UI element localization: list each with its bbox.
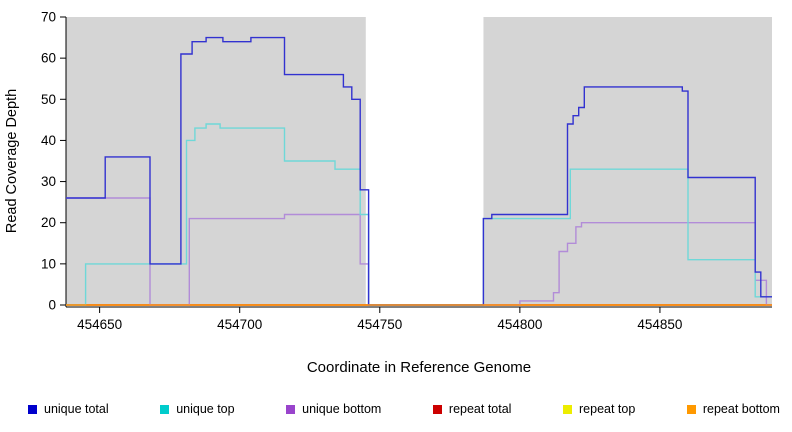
x-axis-title: Coordinate in Reference Genome: [307, 359, 531, 376]
series-unique-total: [66, 36, 772, 306]
x-tick-label: 454800: [497, 317, 542, 332]
legend-swatch: [432, 404, 442, 414]
legend-swatch: [686, 404, 696, 414]
series-unique-bottom: [66, 197, 772, 306]
x-tick-label: 454750: [357, 317, 402, 332]
y-tick-label: 40: [41, 133, 56, 148]
legend-label: unique top: [176, 402, 235, 416]
legend-item-repeat-top: repeat top: [563, 402, 635, 416]
legend-item-repeat-total: repeat total: [432, 402, 512, 416]
y-tick-label: 0: [48, 298, 56, 313]
chart-plot-area: 0 10 20 30 40 50 60 70 454650 454700 454750 454800 4…: [41, 10, 772, 332]
y-tick-label: 10: [41, 256, 56, 271]
legend-swatch: [160, 404, 170, 414]
legend-label: unique bottom: [302, 402, 382, 416]
shaded-region: [483, 17, 772, 305]
x-tick-label: 454700: [217, 317, 262, 332]
coverage-chart: 0 10 20 30 40 50 60 70 454650 454700 454750 454800 4…: [4, 10, 772, 376]
legend-label: repeat total: [448, 402, 512, 416]
chart-legend: unique total unique top unique bottom repea…: [28, 399, 780, 419]
y-tick-label: 30: [41, 174, 56, 189]
series-unique-top: [66, 123, 772, 306]
y-tick-label: 70: [41, 10, 56, 25]
y-tick-label: 60: [41, 51, 56, 66]
legend-label: unique total: [44, 402, 109, 416]
legend-item-repeat-bottom: repeat bottom: [686, 402, 780, 416]
y-tick-label: 20: [41, 215, 56, 230]
legend-item-unique-total: unique total: [28, 402, 109, 416]
y-tick-label: 50: [41, 92, 56, 107]
legend-swatch: [28, 404, 37, 414]
legend-item-unique-top: unique top: [160, 402, 235, 416]
y-axis-title: Read Coverage Depth: [4, 89, 20, 233]
x-tick-label: 454650: [77, 317, 122, 332]
legend-swatch: [563, 404, 572, 414]
x-tick-label: 454850: [637, 317, 682, 332]
legend-item-unique-bottom: unique bottom: [286, 402, 381, 416]
legend-label: repeat top: [579, 402, 636, 416]
legend-label: repeat bottom: [702, 402, 780, 416]
legend-swatch: [286, 404, 296, 414]
